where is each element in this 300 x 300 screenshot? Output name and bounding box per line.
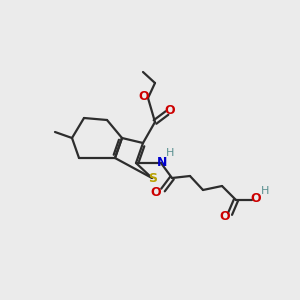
Text: S: S <box>148 172 158 185</box>
Text: N: N <box>157 155 167 169</box>
Text: O: O <box>151 185 161 199</box>
Text: O: O <box>220 209 230 223</box>
Text: H: H <box>166 148 174 158</box>
Text: O: O <box>139 89 149 103</box>
Text: O: O <box>165 104 175 118</box>
Text: H: H <box>261 186 269 196</box>
Text: O: O <box>251 191 261 205</box>
